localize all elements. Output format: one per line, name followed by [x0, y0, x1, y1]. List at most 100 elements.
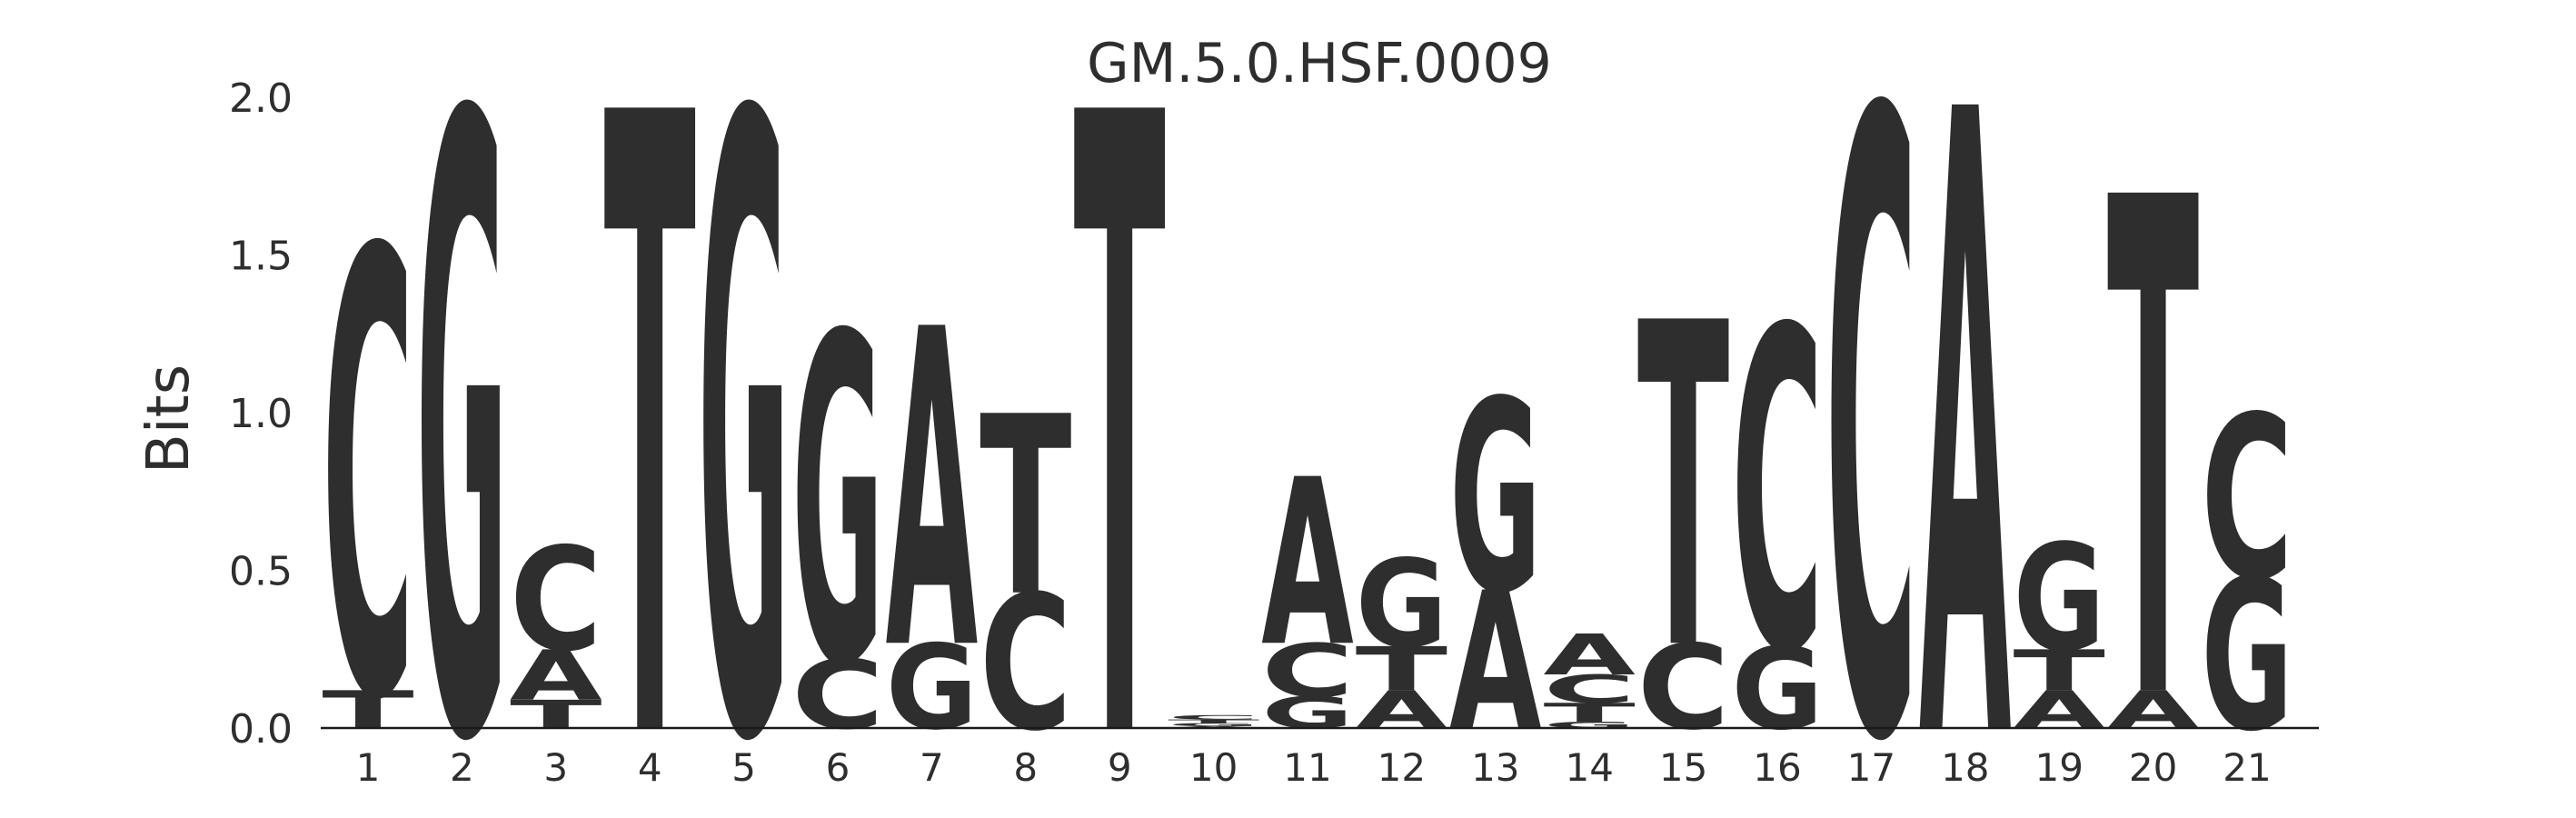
svg-text:C: C [1637, 621, 1730, 756]
svg-text:A: A [1449, 553, 1542, 773]
logo-letter-T: T [2107, 57, 2200, 818]
y-tick-label: 1.5 [229, 233, 293, 279]
svg-text:G: G [698, 0, 790, 818]
logo-letter-A: A [510, 636, 602, 717]
logo-letter-C: C [1637, 621, 1730, 756]
x-tick-label: 4 [638, 745, 662, 790]
svg-text:G: G [1449, 344, 1541, 652]
chart-title: GM.5.0.HSF.0009 [1087, 32, 1552, 95]
logo-letter-A: A [886, 237, 979, 745]
x-axis-tick-labels: 1 2 3 4 5 6 7 8 9 10 11 12 13 14 15 16 17 18 19 20 21 [356, 745, 2272, 790]
svg-text:C: C [1825, 0, 1918, 818]
logo-letter-A: A [1449, 553, 1542, 773]
logo-letter-A: A [2013, 680, 2105, 741]
logo-letter-T: T [510, 692, 602, 737]
logo-letter-G: G [698, 0, 790, 818]
logo-letter-T: T [980, 364, 1071, 651]
logo-letter-C: C [510, 517, 602, 683]
x-tick-label: 12 [1378, 745, 1426, 790]
x-tick-label: 2 [450, 745, 474, 790]
svg-text:G: G [1731, 624, 1823, 755]
logo-letter-G: G [416, 0, 508, 818]
logo-letter-T: T [1168, 718, 1260, 724]
svg-text:G: G [886, 620, 978, 756]
svg-text:A: A [1919, 0, 2012, 818]
logo-letter-C: C [1261, 628, 1354, 713]
logo-letter-G: G [2014, 514, 2105, 684]
x-tick-label: 10 [1189, 745, 1238, 790]
logo-letter-G: G [1168, 723, 1259, 727]
x-tick-label: 9 [1108, 745, 1132, 790]
svg-text:G: G [791, 242, 883, 764]
svg-text:T: T [1544, 698, 1636, 728]
logo-letter-C: C [1825, 0, 1918, 818]
x-tick-label: 11 [1283, 745, 1331, 790]
logo-letter-G: G [1356, 534, 1447, 675]
x-tick-label: 15 [1659, 745, 1707, 790]
svg-text:C: C [1731, 238, 1824, 751]
svg-text:A: A [2107, 680, 2200, 741]
logo-letter-C: C [980, 556, 1072, 773]
logo-letter-C: C [791, 640, 884, 751]
x-tick-label: 1 [356, 745, 381, 790]
svg-text:T: T [1356, 634, 1447, 704]
svg-text:T: T [980, 364, 1071, 651]
svg-text:A: A [1356, 680, 1448, 741]
logo-letter-G: G [1449, 344, 1541, 652]
logo-letter-G: G [1261, 688, 1353, 738]
svg-text:T: T [1637, 231, 1730, 749]
svg-text:A: A [1261, 432, 1354, 697]
logo-letter-G: G [1544, 720, 1636, 730]
logo-letter-T: T [604, 0, 697, 818]
svg-text:G: G [1168, 723, 1259, 727]
svg-text:A: A [510, 636, 602, 717]
svg-text:C: C [322, 126, 414, 818]
logo-letter-T: T [322, 680, 414, 740]
y-axis-tick-labels: 0.0 0.5 1.0 1.5 2.0 [229, 75, 293, 753]
x-tick-label: 13 [1471, 745, 1519, 790]
logo-letter-A: A [1356, 680, 1448, 741]
logo-letter-A: A [1543, 623, 1636, 688]
svg-text:T: T [510, 692, 602, 737]
logo-letter-A: A [1261, 432, 1354, 697]
logo-letter-G: G [2201, 537, 2293, 778]
x-tick-label: 19 [2034, 745, 2083, 790]
x-tick-label: 18 [1941, 745, 1989, 790]
logo-letter-C: C [2201, 369, 2293, 631]
svg-text:C: C [2201, 369, 2293, 631]
logo-letter-G: G [886, 620, 978, 756]
svg-text:C: C [1168, 714, 1260, 722]
svg-text:T: T [2107, 57, 2200, 818]
svg-text:G: G [1356, 534, 1447, 675]
logo-letter-A: A [1919, 0, 2012, 818]
logo-letter-C: C [322, 126, 414, 818]
x-tick-label: 20 [2129, 745, 2177, 790]
logo-letter-C: C [1168, 714, 1260, 722]
x-tick-label: 17 [1847, 745, 1895, 790]
svg-text:A: A [2013, 680, 2105, 741]
svg-text:G: G [1261, 688, 1353, 738]
x-tick-label: 21 [2223, 745, 2271, 790]
x-tick-label: 8 [1013, 745, 1038, 790]
svg-text:T: T [1168, 718, 1260, 724]
svg-text:C: C [510, 517, 602, 683]
y-tick-label: 1.0 [229, 391, 293, 437]
logo-letter-T: T [1356, 634, 1447, 704]
x-tick-label: 14 [1565, 745, 1613, 790]
logo-letter-T: T [2014, 638, 2105, 703]
svg-text:G: G [416, 0, 508, 818]
svg-text:A: A [1543, 623, 1636, 688]
svg-text:G: G [2014, 514, 2105, 684]
logo-letter-C: C [1731, 238, 1824, 751]
svg-text:G: G [2201, 537, 2293, 778]
y-tick-label: 0.5 [229, 548, 293, 594]
svg-text:G: G [1544, 720, 1636, 730]
svg-text:C: C [980, 556, 1072, 773]
y-axis-label: Bits [135, 364, 203, 474]
x-tick-label: 16 [1753, 745, 1801, 790]
logo-letter-A: A [2107, 680, 2200, 741]
svg-text:T: T [2014, 638, 2105, 703]
logo-letter-stacks: TCGTACTGCGGACTTAGTCGCAATGAGGTCACTGCCAATG… [322, 0, 2293, 818]
